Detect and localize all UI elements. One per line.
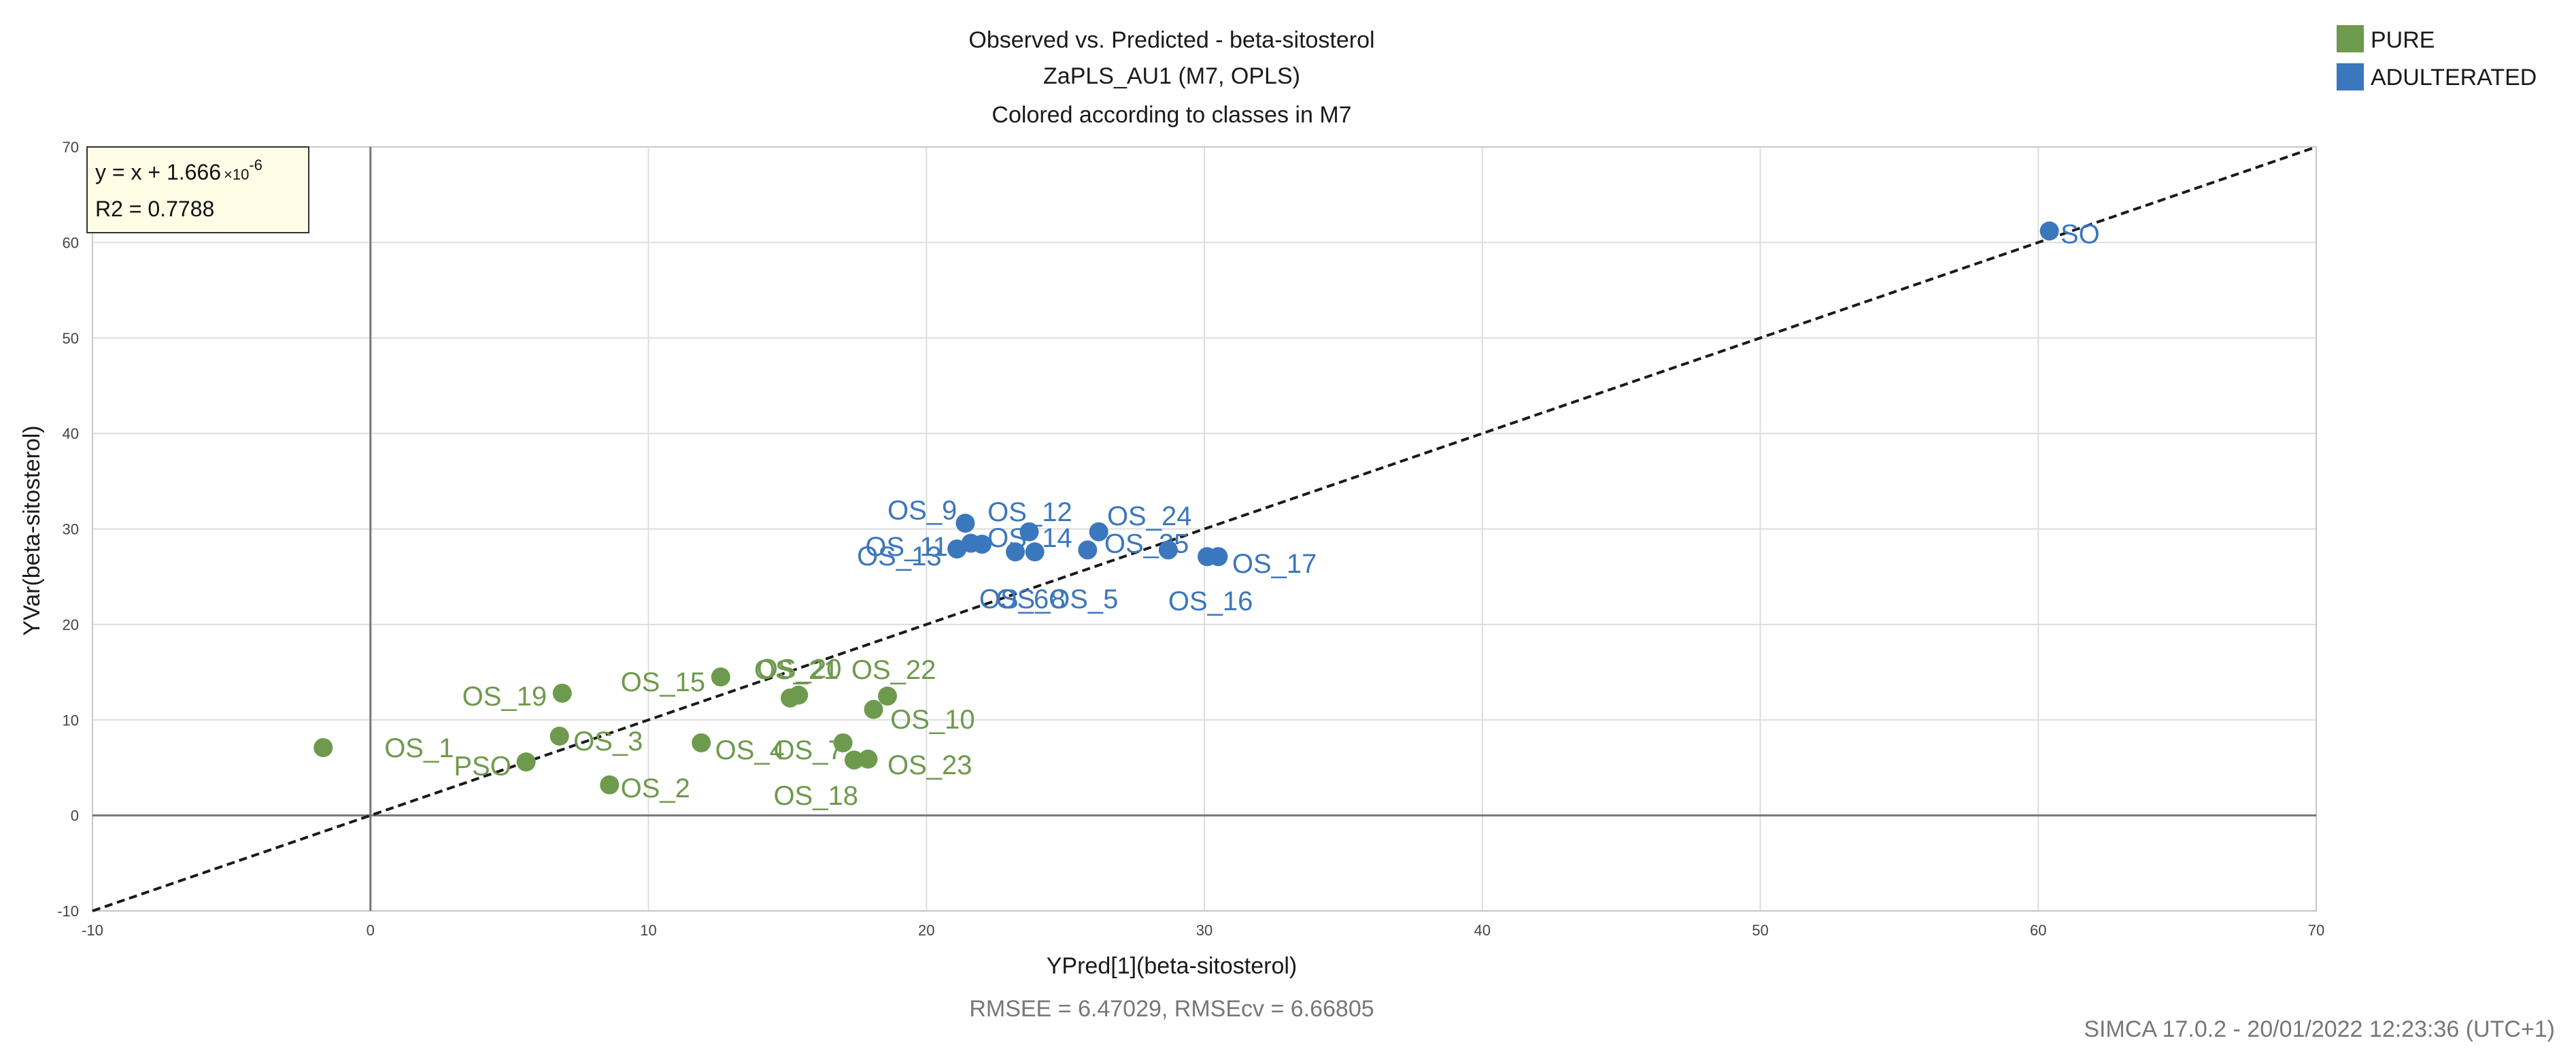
chart-title: Observed vs. Predicted - beta-sitosterol [968, 27, 1374, 53]
software-timestamp: SIMCA 17.0.2 - 20/01/2022 12:23:36 (UTC+… [2084, 1016, 2555, 1042]
point-label-pure: OS_19 [462, 682, 547, 712]
point-pure [692, 733, 711, 752]
x-tick-label: 70 [2308, 922, 2324, 939]
x-tick-label: 0 [367, 922, 375, 939]
point-label-pure: OS_22 [851, 655, 936, 685]
data-points [313, 221, 2059, 795]
point-label-adulterated: OS_8 [996, 584, 1065, 614]
equation-box: y = x + 1.666 ×10-6 R2 = 0.7788 [86, 146, 309, 233]
x-tick-label: 60 [2030, 922, 2046, 939]
point-pure [878, 686, 898, 706]
regression-line [92, 146, 2317, 912]
y-tick-label: 30 [63, 521, 79, 538]
point-label-adulterated: OS_5 [1049, 584, 1118, 614]
zero-axes [92, 147, 2316, 911]
point-label-adulterated: OS_9 [887, 495, 957, 525]
equation-multiplier: ×10 [224, 166, 249, 183]
x-tick-label: -10 [82, 922, 103, 939]
equation-main: y = x + 1.666 [95, 160, 221, 184]
tick-labels: -10 0 10 20 30 40 50 60 70 -10 0 10 20 30 40 50 60 70 [57, 139, 2324, 939]
point-pure [833, 733, 853, 752]
y-tick-label: -10 [57, 903, 79, 920]
point-adulterated [1078, 540, 1098, 560]
point-adulterated [947, 539, 967, 559]
x-tick-label: 20 [918, 922, 934, 939]
point-label-pure: OS_15 [621, 667, 706, 697]
point-label-adulterated: SO [2061, 220, 2100, 250]
point-adulterated [1158, 540, 1178, 560]
point-pure [516, 752, 536, 772]
x-tick-label: 10 [640, 922, 656, 939]
point-pure [844, 750, 864, 770]
legend-swatch-adulterated [2337, 63, 2364, 90]
point-label-adulterated: OS_25 [1104, 529, 1189, 559]
point-adulterated [972, 534, 992, 554]
point-adulterated [955, 514, 975, 533]
point-label-pure: OS_18 [773, 781, 858, 811]
point-pure [600, 775, 620, 795]
point-adulterated [1025, 542, 1045, 562]
point-pure [313, 737, 333, 757]
equation-exponent: -6 [249, 156, 262, 173]
point-label-pure: OS_7 [773, 735, 843, 765]
equation-text: y = x + 1.666 ×10-6 [95, 156, 262, 184]
y-tick-label: 40 [63, 425, 79, 442]
point-label-pure: OS_21 [754, 655, 839, 685]
point-label-pure: OS_23 [887, 750, 972, 780]
legend: PURE ADULTERATED [2337, 25, 2537, 90]
point-label-adulterated: OS_13 [857, 542, 942, 571]
y-tick-label: 60 [63, 234, 79, 251]
chart-subtitle: ZaPLS_AU1 (M7, OPLS) [1043, 63, 1300, 89]
point-label-pure: OS_3 [573, 727, 643, 757]
plot-frame [92, 146, 2317, 912]
point-adulterated [2039, 221, 2059, 241]
point-adulterated [1208, 547, 1228, 567]
y-tick-label: 50 [63, 330, 79, 347]
equation-box-frame [86, 146, 309, 233]
point-label-pure: OS_20 [757, 654, 842, 684]
point-label-pure: OS_2 [621, 774, 690, 803]
point-label-adulterated: OS_16 [1168, 586, 1253, 616]
y-axis-label: YVar(beta-sitosterol) [19, 425, 45, 635]
point-label-adulterated: OS_14 [987, 523, 1072, 553]
point-pure [552, 683, 572, 703]
y-tick-label: 20 [63, 616, 79, 633]
legend-label-pure: PURE [2371, 27, 2435, 53]
point-label-adulterated: OS_17 [1232, 549, 1317, 579]
y-tick-label: 10 [63, 712, 79, 729]
y-tick-label: 70 [63, 139, 79, 156]
point-label-pure: PSO [454, 752, 511, 782]
x-tick-label: 50 [1752, 922, 1768, 939]
point-pure [864, 699, 883, 719]
point-label-adulterated: OS_6 [979, 584, 1049, 614]
fit-line [92, 146, 2317, 912]
point-pure [858, 749, 878, 769]
legend-label-adulterated: ADULTERATED [2371, 65, 2537, 90]
point-label-adulterated: OS_11 [865, 532, 948, 562]
point-pure [549, 727, 569, 746]
r2-text: R2 = 0.7788 [95, 197, 214, 221]
y-tick-label: 0 [71, 808, 79, 825]
point-label-pure: OS_4 [715, 735, 785, 765]
x-tick-label: 30 [1196, 922, 1213, 939]
legend-swatch-pure [2337, 25, 2364, 52]
x-axis-label: YPred[1](beta-sitosterol) [1047, 953, 1298, 979]
point-label-pure: OS_1 [384, 733, 454, 763]
point-label-adulterated: OS_24 [1107, 501, 1192, 531]
chart-subtitle-classes: Colored according to classes in M7 [992, 102, 1351, 128]
point-pure [711, 667, 730, 687]
point-adulterated [1019, 522, 1039, 542]
rmse-footer: RMSEE = 6.47029, RMSEcv = 6.66805 [969, 996, 1374, 1022]
point-adulterated [1006, 542, 1026, 562]
point-adulterated [1089, 522, 1108, 542]
x-tick-label: 40 [1474, 922, 1491, 939]
point-pure [789, 685, 809, 705]
point-label-pure: OS_10 [890, 705, 975, 735]
point-label-adulterated: OS_12 [987, 497, 1072, 527]
